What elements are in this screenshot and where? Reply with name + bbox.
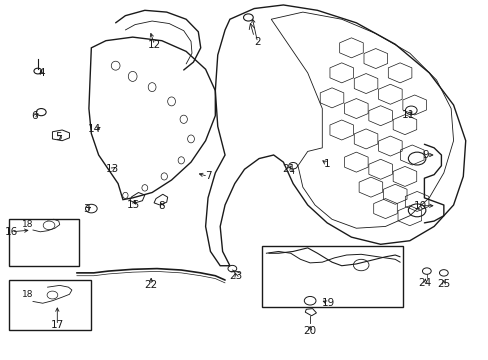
Text: 13: 13 — [105, 164, 119, 174]
Text: 15: 15 — [127, 200, 140, 210]
Text: 8: 8 — [158, 201, 165, 211]
Text: 21: 21 — [282, 163, 295, 174]
Text: 19: 19 — [321, 298, 334, 308]
Text: 18: 18 — [22, 290, 33, 299]
Text: 3: 3 — [83, 204, 90, 214]
Text: 9: 9 — [422, 150, 428, 160]
Text: 1: 1 — [323, 159, 330, 169]
Text: 11: 11 — [402, 110, 415, 120]
Text: 24: 24 — [418, 278, 431, 288]
Text: 2: 2 — [254, 37, 261, 48]
Text: 12: 12 — [148, 40, 161, 50]
Text: 16: 16 — [4, 227, 18, 237]
Text: 25: 25 — [436, 279, 449, 289]
Text: 4: 4 — [38, 68, 44, 78]
Text: 5: 5 — [55, 132, 62, 142]
Text: 6: 6 — [31, 111, 38, 121]
Text: 23: 23 — [229, 271, 243, 281]
Text: 20: 20 — [303, 326, 316, 336]
Text: 22: 22 — [144, 280, 158, 291]
Text: 10: 10 — [413, 201, 426, 211]
Text: 17: 17 — [51, 320, 64, 330]
Text: 18: 18 — [22, 220, 33, 229]
Text: 14: 14 — [88, 124, 101, 134]
Text: 7: 7 — [204, 171, 211, 181]
